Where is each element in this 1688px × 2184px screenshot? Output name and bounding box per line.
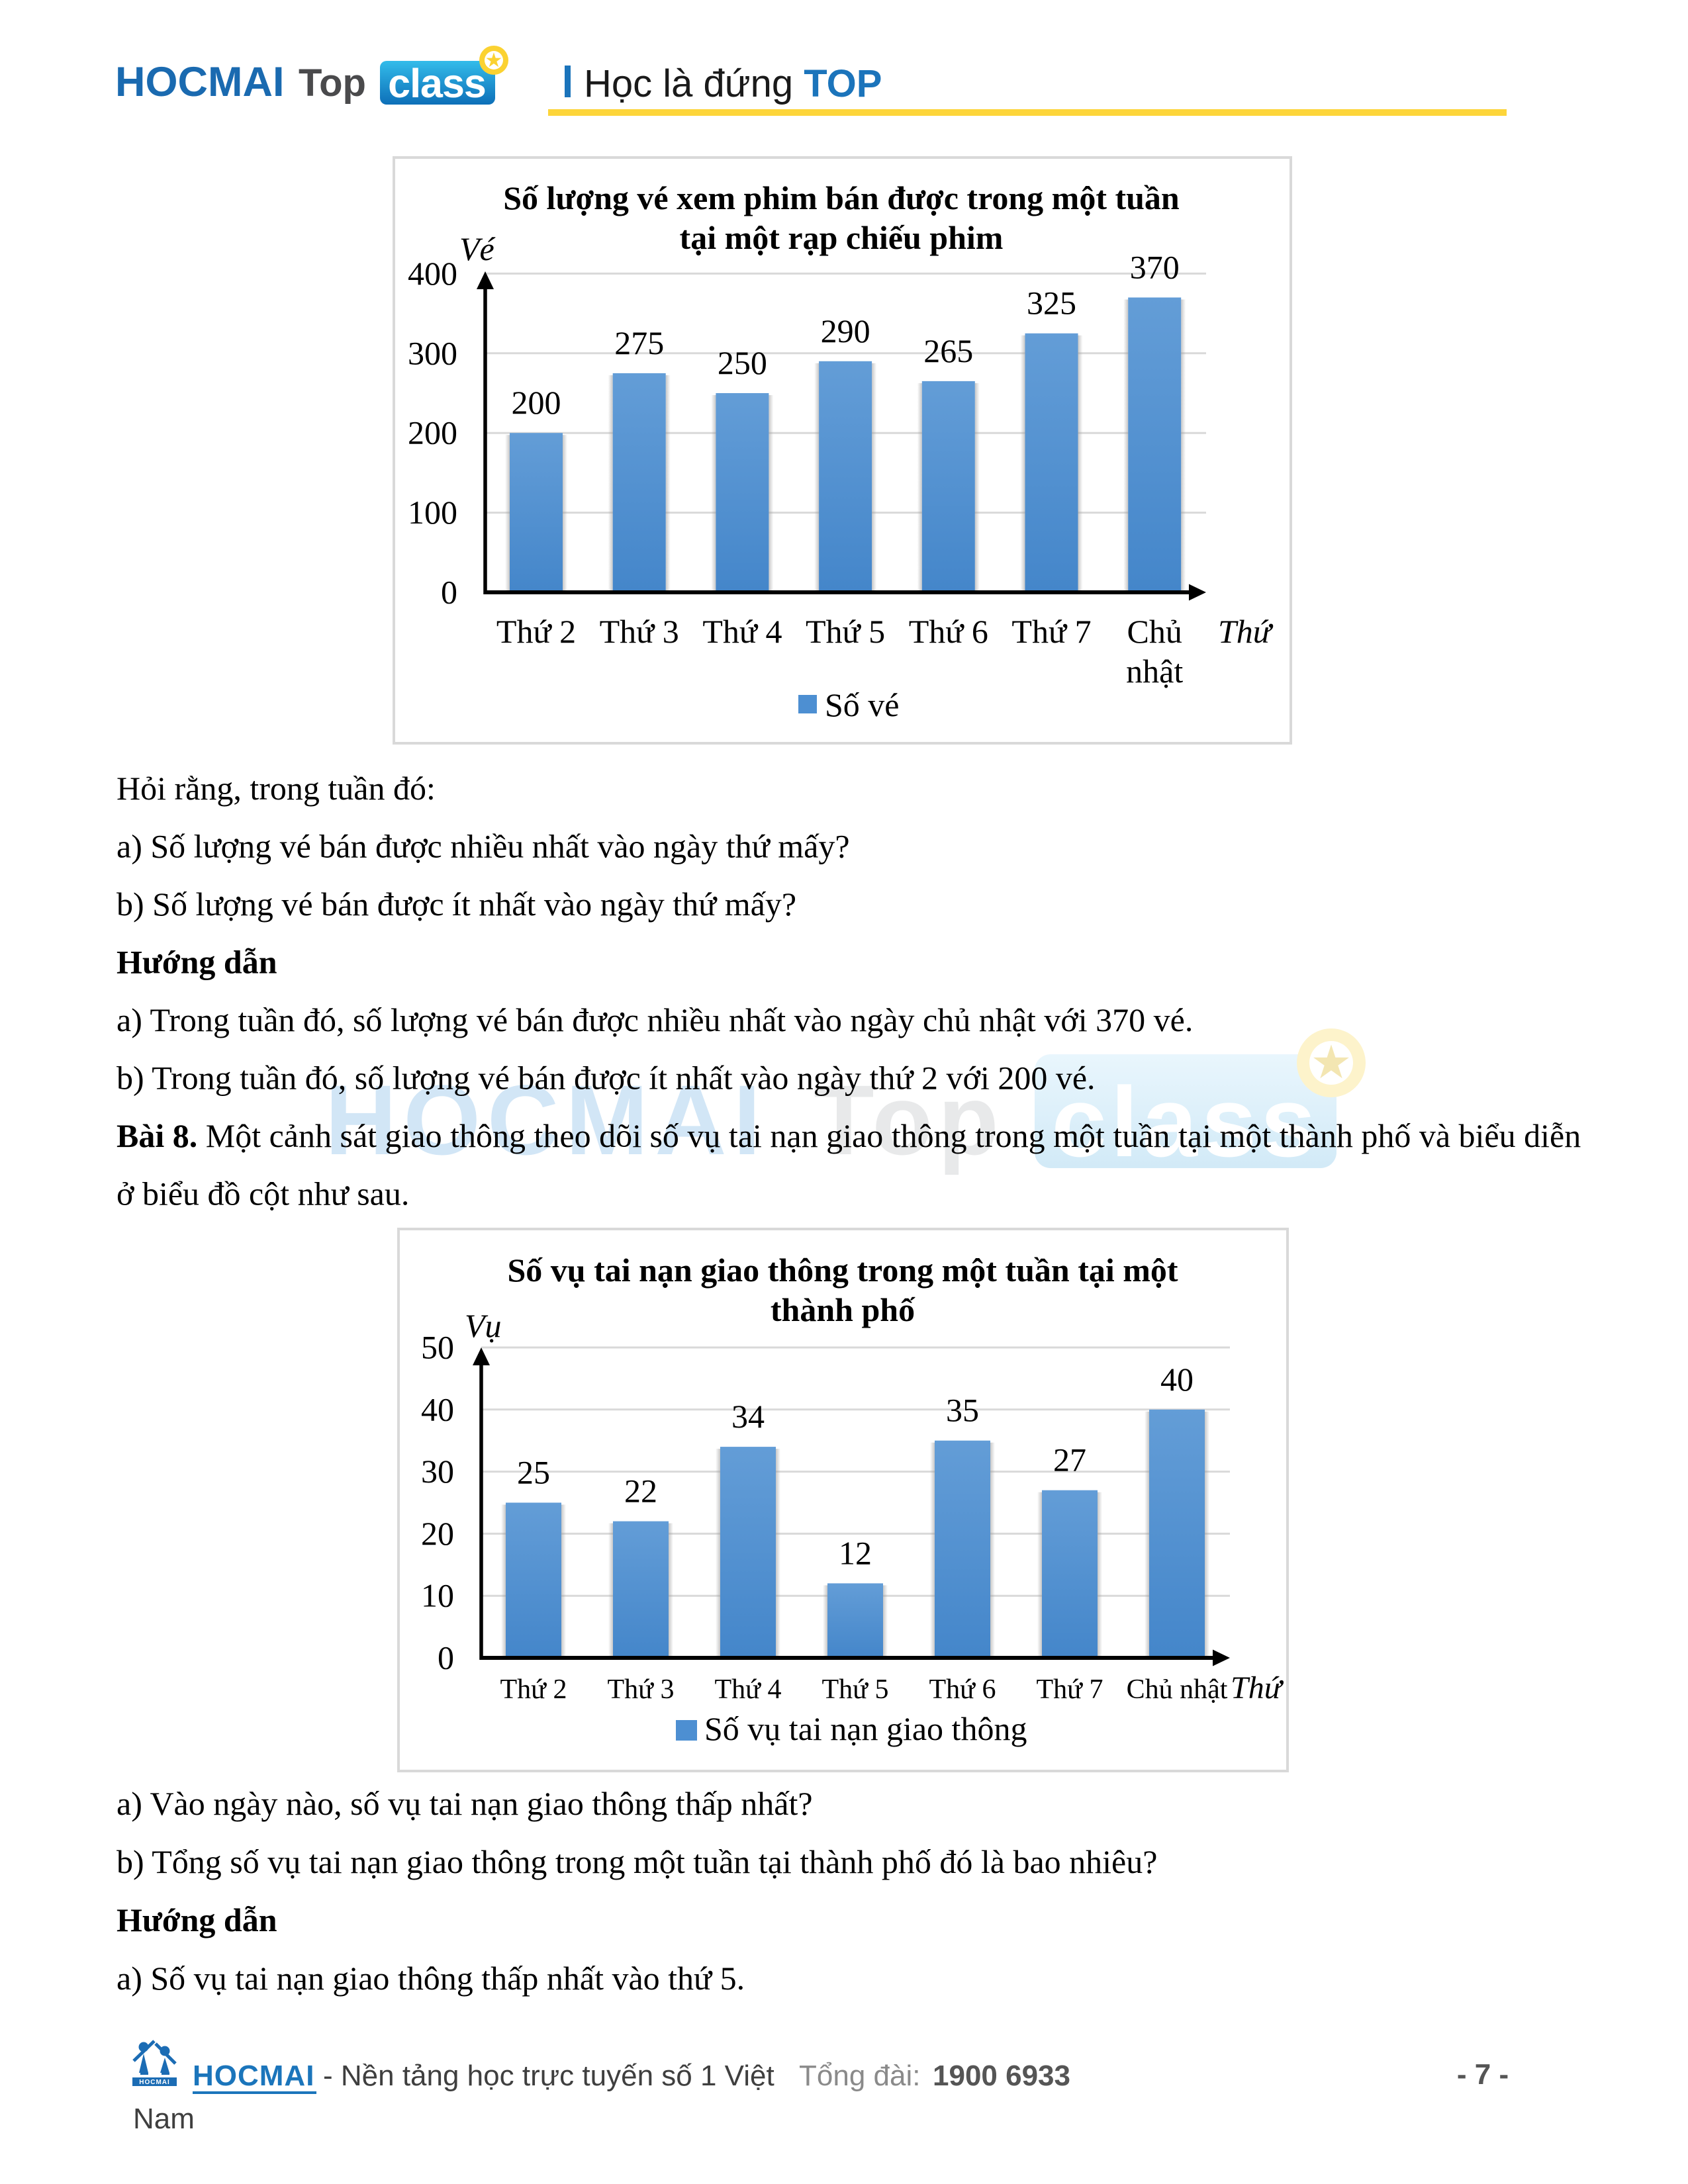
svg-text:Hỏi rằng, trong tuần đó:: Hỏi rằng, trong tuần đó: — [117, 770, 436, 807]
svg-text:- Nền tảng học trực tuyến số 1: - Nền tảng học trực tuyến số 1 Việt — [323, 2060, 774, 2092]
svg-text:Thứ: Thứ — [1231, 1670, 1284, 1706]
svg-text:Thứ 5: Thứ 5 — [822, 1674, 889, 1705]
svg-text:b) Tổng số vụ tai nạn giao thô: b) Tổng số vụ tai nạn giao thông trong m… — [117, 1843, 1157, 1880]
svg-text:20: 20 — [421, 1515, 454, 1552]
svg-text:Thứ 6: Thứ 6 — [929, 1674, 996, 1705]
svg-text:HOCMAI: HOCMAI — [115, 59, 284, 105]
svg-text:Thứ 2: Thứ 2 — [500, 1674, 567, 1705]
svg-text:HOCMAI: HOCMAI — [325, 1064, 767, 1175]
svg-text:a) Số vụ tai nạn giao thông th: a) Số vụ tai nạn giao thông thấp nhất và… — [117, 1960, 745, 1997]
svg-text:300: 300 — [408, 334, 457, 371]
svg-text:a) Số lượng vé bán được nhiều: a) Số lượng vé bán được nhiều nhất vào n… — [117, 828, 850, 865]
svg-text:Hướng dẫn: Hướng dẫn — [117, 944, 277, 981]
svg-text:Vụ: Vụ — [465, 1307, 502, 1344]
svg-text:Chủ: Chủ — [1127, 613, 1182, 650]
svg-text:0: 0 — [441, 574, 457, 611]
svg-text:25: 25 — [517, 1454, 550, 1491]
svg-text:Top: Top — [814, 1064, 1004, 1175]
svg-text:Chủ nhật: Chủ nhật — [1127, 1674, 1228, 1705]
svg-text:Top: Top — [299, 62, 366, 105]
svg-text:class: class — [1051, 1066, 1319, 1177]
svg-text:ở biểu đồ cột như sau.: ở biểu đồ cột như sau. — [117, 1175, 409, 1212]
svg-text:Thứ 3: Thứ 3 — [608, 1674, 675, 1705]
svg-text:★: ★ — [1311, 1036, 1352, 1088]
svg-text:50: 50 — [421, 1329, 454, 1366]
svg-text:★: ★ — [485, 50, 503, 71]
svg-text:class: class — [388, 61, 486, 106]
svg-text:0: 0 — [438, 1639, 454, 1676]
svg-text:HOCMAI: HOCMAI — [139, 2079, 170, 2086]
svg-text:Vé: Vé — [459, 230, 496, 267]
svg-text:10: 10 — [421, 1577, 454, 1614]
svg-text:Thứ: Thứ — [1218, 613, 1274, 650]
svg-text:370: 370 — [1130, 249, 1180, 286]
svg-text:27: 27 — [1053, 1441, 1086, 1479]
svg-text:b) Trong tuần đó, số lượng vé: b) Trong tuần đó, số lượng vé bán được í… — [117, 1060, 1096, 1097]
svg-text:HOCMAI: HOCMAI — [193, 2060, 314, 2092]
svg-text:Số vé: Số vé — [825, 686, 900, 723]
svg-text:nhật: nhật — [1126, 653, 1183, 690]
svg-text:thành phố: thành phố — [771, 1291, 915, 1328]
svg-text:Nam: Nam — [133, 2103, 195, 2135]
svg-text:Số vụ tai nạn giao thông trong: Số vụ tai nạn giao thông trong một tuần … — [507, 1251, 1178, 1289]
svg-text:275: 275 — [614, 324, 664, 361]
svg-text:Học là đứng TOP: Học là đứng TOP — [584, 62, 882, 105]
svg-text:Thứ 4: Thứ 4 — [715, 1674, 782, 1705]
svg-text:40: 40 — [421, 1390, 454, 1428]
svg-text:290: 290 — [821, 312, 870, 349]
svg-text:Thứ 3: Thứ 3 — [600, 613, 679, 650]
svg-text:30: 30 — [421, 1453, 454, 1490]
svg-text:100: 100 — [408, 494, 457, 531]
svg-text:Số lượng vé xem phim bán được: Số lượng vé xem phim bán được trong một … — [503, 179, 1180, 216]
svg-text:200: 200 — [408, 414, 457, 451]
svg-text:Thứ 7: Thứ 7 — [1037, 1674, 1103, 1705]
svg-text:12: 12 — [839, 1534, 872, 1571]
svg-text:400: 400 — [408, 255, 457, 292]
svg-text:Thứ 5: Thứ 5 — [806, 613, 885, 650]
svg-text:265: 265 — [923, 332, 973, 369]
svg-text:a) Vào ngày nào, số vụ tai nạn: a) Vào ngày nào, số vụ tai nạn giao thôn… — [117, 1785, 813, 1822]
svg-text:35: 35 — [946, 1392, 979, 1429]
svg-text:Hướng dẫn: Hướng dẫn — [117, 1901, 277, 1938]
svg-text:a) Trong tuần đó, số lượng vé: a) Trong tuần đó, số lượng vé bán được n… — [117, 1001, 1193, 1038]
svg-text:Thứ 4: Thứ 4 — [702, 613, 782, 650]
svg-text:Thứ 7: Thứ 7 — [1011, 613, 1091, 650]
svg-text:Thứ 6: Thứ 6 — [909, 613, 988, 650]
svg-text:Số vụ tai nạn giao thông: Số vụ tai nạn giao thông — [704, 1710, 1027, 1747]
svg-text:- 7 -: - 7 - — [1457, 2058, 1509, 2091]
svg-text:b) Số lượng vé bán được ít nhấ: b) Số lượng vé bán được ít nhất vào ngày… — [117, 886, 796, 923]
svg-text:22: 22 — [624, 1473, 657, 1510]
svg-text:200: 200 — [512, 384, 561, 421]
svg-text:tại một rạp chiếu phim: tại một rạp chiếu phim — [680, 219, 1004, 256]
svg-text:Tổng đài:: Tổng đài: — [799, 2060, 920, 2092]
svg-text:1900 6933: 1900 6933 — [933, 2060, 1070, 2092]
svg-text:325: 325 — [1027, 285, 1076, 322]
svg-text:250: 250 — [718, 344, 767, 381]
svg-text:40: 40 — [1160, 1361, 1194, 1398]
svg-text:34: 34 — [731, 1398, 765, 1435]
svg-text:Bài 8. Một cảnh sát giao thông: Bài 8. Một cảnh sát giao thông theo dõi … — [117, 1117, 1581, 1154]
svg-text:Thứ 2: Thứ 2 — [496, 613, 576, 650]
